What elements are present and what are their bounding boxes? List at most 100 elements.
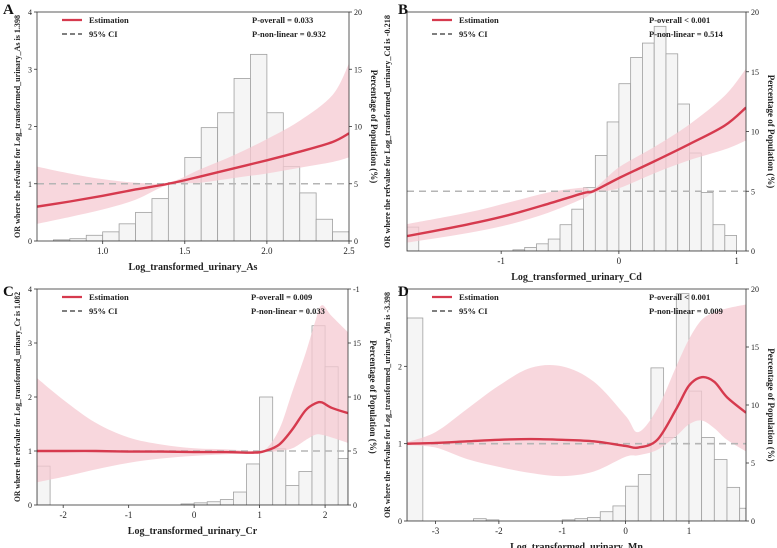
- histogram-bar: [85, 234, 104, 241]
- p-overall-annotation: P-overall < 0.001: [649, 292, 710, 302]
- x-tick-label: -2: [59, 510, 67, 520]
- legend-ci-label: 95% CI: [459, 306, 488, 316]
- panel-c: -2 -1 0 1 2 0 1 2 3 4 0 5 10 15 -1 Log_transformed_urin…: [3, 284, 378, 537]
- estimation-line: [37, 132, 349, 208]
- plot-area: [407, 293, 746, 521]
- y2-tick-label: 5: [751, 187, 755, 196]
- legend-estimation-label: Estimation: [89, 292, 129, 302]
- x-tick-label: 0: [623, 526, 628, 536]
- histogram-bar: [724, 235, 737, 251]
- histogram-bar: [272, 448, 287, 505]
- histogram-bar: [653, 25, 667, 251]
- histogram-bar: [642, 42, 655, 251]
- histogram-bar: [167, 182, 186, 241]
- x-axis-label: Log_transformed_urinary_As: [129, 262, 258, 273]
- histogram-bar: [407, 317, 424, 521]
- histogram-bar: [547, 238, 561, 251]
- x-tick-label: 0: [192, 510, 197, 520]
- legend-estimation-label: Estimation: [459, 15, 499, 25]
- x-tick-label: 2: [323, 510, 328, 520]
- y-tick-label: 3: [398, 285, 402, 294]
- x-tick-label: 1: [257, 510, 262, 520]
- histogram-bar: [485, 519, 500, 521]
- y2-tick-label: 0: [354, 237, 358, 246]
- legend: Estimation 95% CI: [62, 292, 129, 316]
- p-nonlinear-annotation: P-non-linear = 0.514: [649, 29, 724, 39]
- histogram-bar: [219, 499, 234, 505]
- legend-estimation-label: Estimation: [459, 292, 499, 302]
- histogram-bar: [701, 437, 715, 521]
- x-tick-label: 1: [687, 526, 692, 536]
- p-nonlinear-annotation: P-non-linear = 0.932: [252, 29, 326, 39]
- x-axis-label: Log_transformed_urinary_Cr: [128, 526, 258, 537]
- y2-tick-label: 5: [751, 459, 755, 468]
- histogram-bar: [118, 223, 136, 241]
- histogram-bar: [571, 208, 584, 251]
- histogram-bar: [587, 517, 601, 521]
- y2-tick-label: 10: [751, 128, 759, 137]
- p-nonlinear-annotation: P-non-linear = 0.009: [649, 306, 723, 316]
- y2-axis-label: Percentage of Population (%): [766, 75, 776, 189]
- y2-tick-label: -1: [353, 285, 360, 294]
- x-tick-label: -3: [432, 526, 440, 536]
- y-tick-label: 2: [28, 123, 32, 132]
- y2-tick-label: 5: [354, 180, 358, 189]
- y2-tick-label: 20: [751, 8, 759, 17]
- histogram-bar: [282, 166, 301, 241]
- histogram-bar: [233, 491, 247, 505]
- y-tick-label: 1: [398, 440, 402, 449]
- y-tick-label: 0: [28, 501, 32, 510]
- legend-ci-label: 95% CI: [89, 29, 118, 39]
- histogram-bar: [663, 437, 677, 521]
- histogram-bar: [151, 198, 169, 241]
- y2-tick-label: 15: [353, 339, 361, 348]
- histogram-bar: [612, 505, 626, 521]
- plot-area: [407, 25, 746, 251]
- histogram-bar: [689, 152, 702, 251]
- histogram-bar: [637, 474, 652, 521]
- panel-label: D: [398, 284, 409, 300]
- histogram-bar: [135, 211, 153, 241]
- legend-estimation-label: Estimation: [89, 15, 129, 25]
- x-tick-label: -1: [558, 526, 566, 536]
- y2-axis-label: Percentage of Population (%): [369, 70, 379, 184]
- y-tick-label: 3: [28, 339, 32, 348]
- histogram-bar: [299, 192, 317, 241]
- panel-label: C: [3, 284, 14, 300]
- legend-ci-label: 95% CI: [459, 29, 488, 39]
- y-tick-label: 2: [28, 393, 32, 402]
- y2-tick-label: 20: [751, 285, 759, 294]
- panel-a: 1.0 1.5 2.0 2.50123405101520Log_transformed…: [3, 2, 379, 273]
- panel-label: A: [3, 2, 14, 18]
- y-tick-label: 2: [398, 362, 402, 371]
- y-axis-label: OR where the refvalue for Log_transforme…: [13, 15, 22, 238]
- y2-tick-label: 5: [353, 447, 357, 456]
- y-axis-label: OR where the refvalue for Log_transforme…: [13, 292, 22, 502]
- y2-tick-label: 15: [354, 65, 362, 74]
- y2-tick-label: 0: [751, 517, 755, 526]
- y2-axis-label: Percentage of Population (%): [368, 340, 378, 454]
- histogram-bar: [713, 459, 728, 521]
- histogram-bar: [285, 485, 300, 505]
- estimation-line: [407, 106, 746, 238]
- panel-d: -3 -2 -1 0 1012305101520Log_transformed_urin…: [383, 284, 776, 548]
- y2-tick-label: 15: [751, 68, 759, 77]
- x-tick-label: 2.5: [343, 246, 355, 256]
- histogram-bar: [206, 501, 221, 505]
- y-axis-label: OR where the refvalue for Log_transforme…: [383, 15, 392, 248]
- p-overall-annotation: P-overall = 0.009: [251, 292, 312, 302]
- x-tick-label: -1: [497, 256, 505, 266]
- histogram-bar: [726, 486, 741, 521]
- y2-tick-label: 10: [751, 401, 759, 410]
- legend-ci-label: 95% CI: [89, 306, 118, 316]
- histogram-bar: [524, 247, 537, 251]
- plot-area: [37, 305, 348, 505]
- y2-tick-label: 15: [751, 343, 759, 352]
- histogram-bar: [625, 485, 639, 521]
- x-axis-label: Log_transformed_urinary_Mn: [510, 542, 643, 548]
- histogram-bar: [246, 463, 261, 505]
- legend: Estimation 95% CI: [62, 15, 129, 39]
- p-nonlinear-annotation: P-non-linear = 0.033: [251, 306, 325, 316]
- y2-axis-label: Percentage of Population (%): [766, 348, 776, 462]
